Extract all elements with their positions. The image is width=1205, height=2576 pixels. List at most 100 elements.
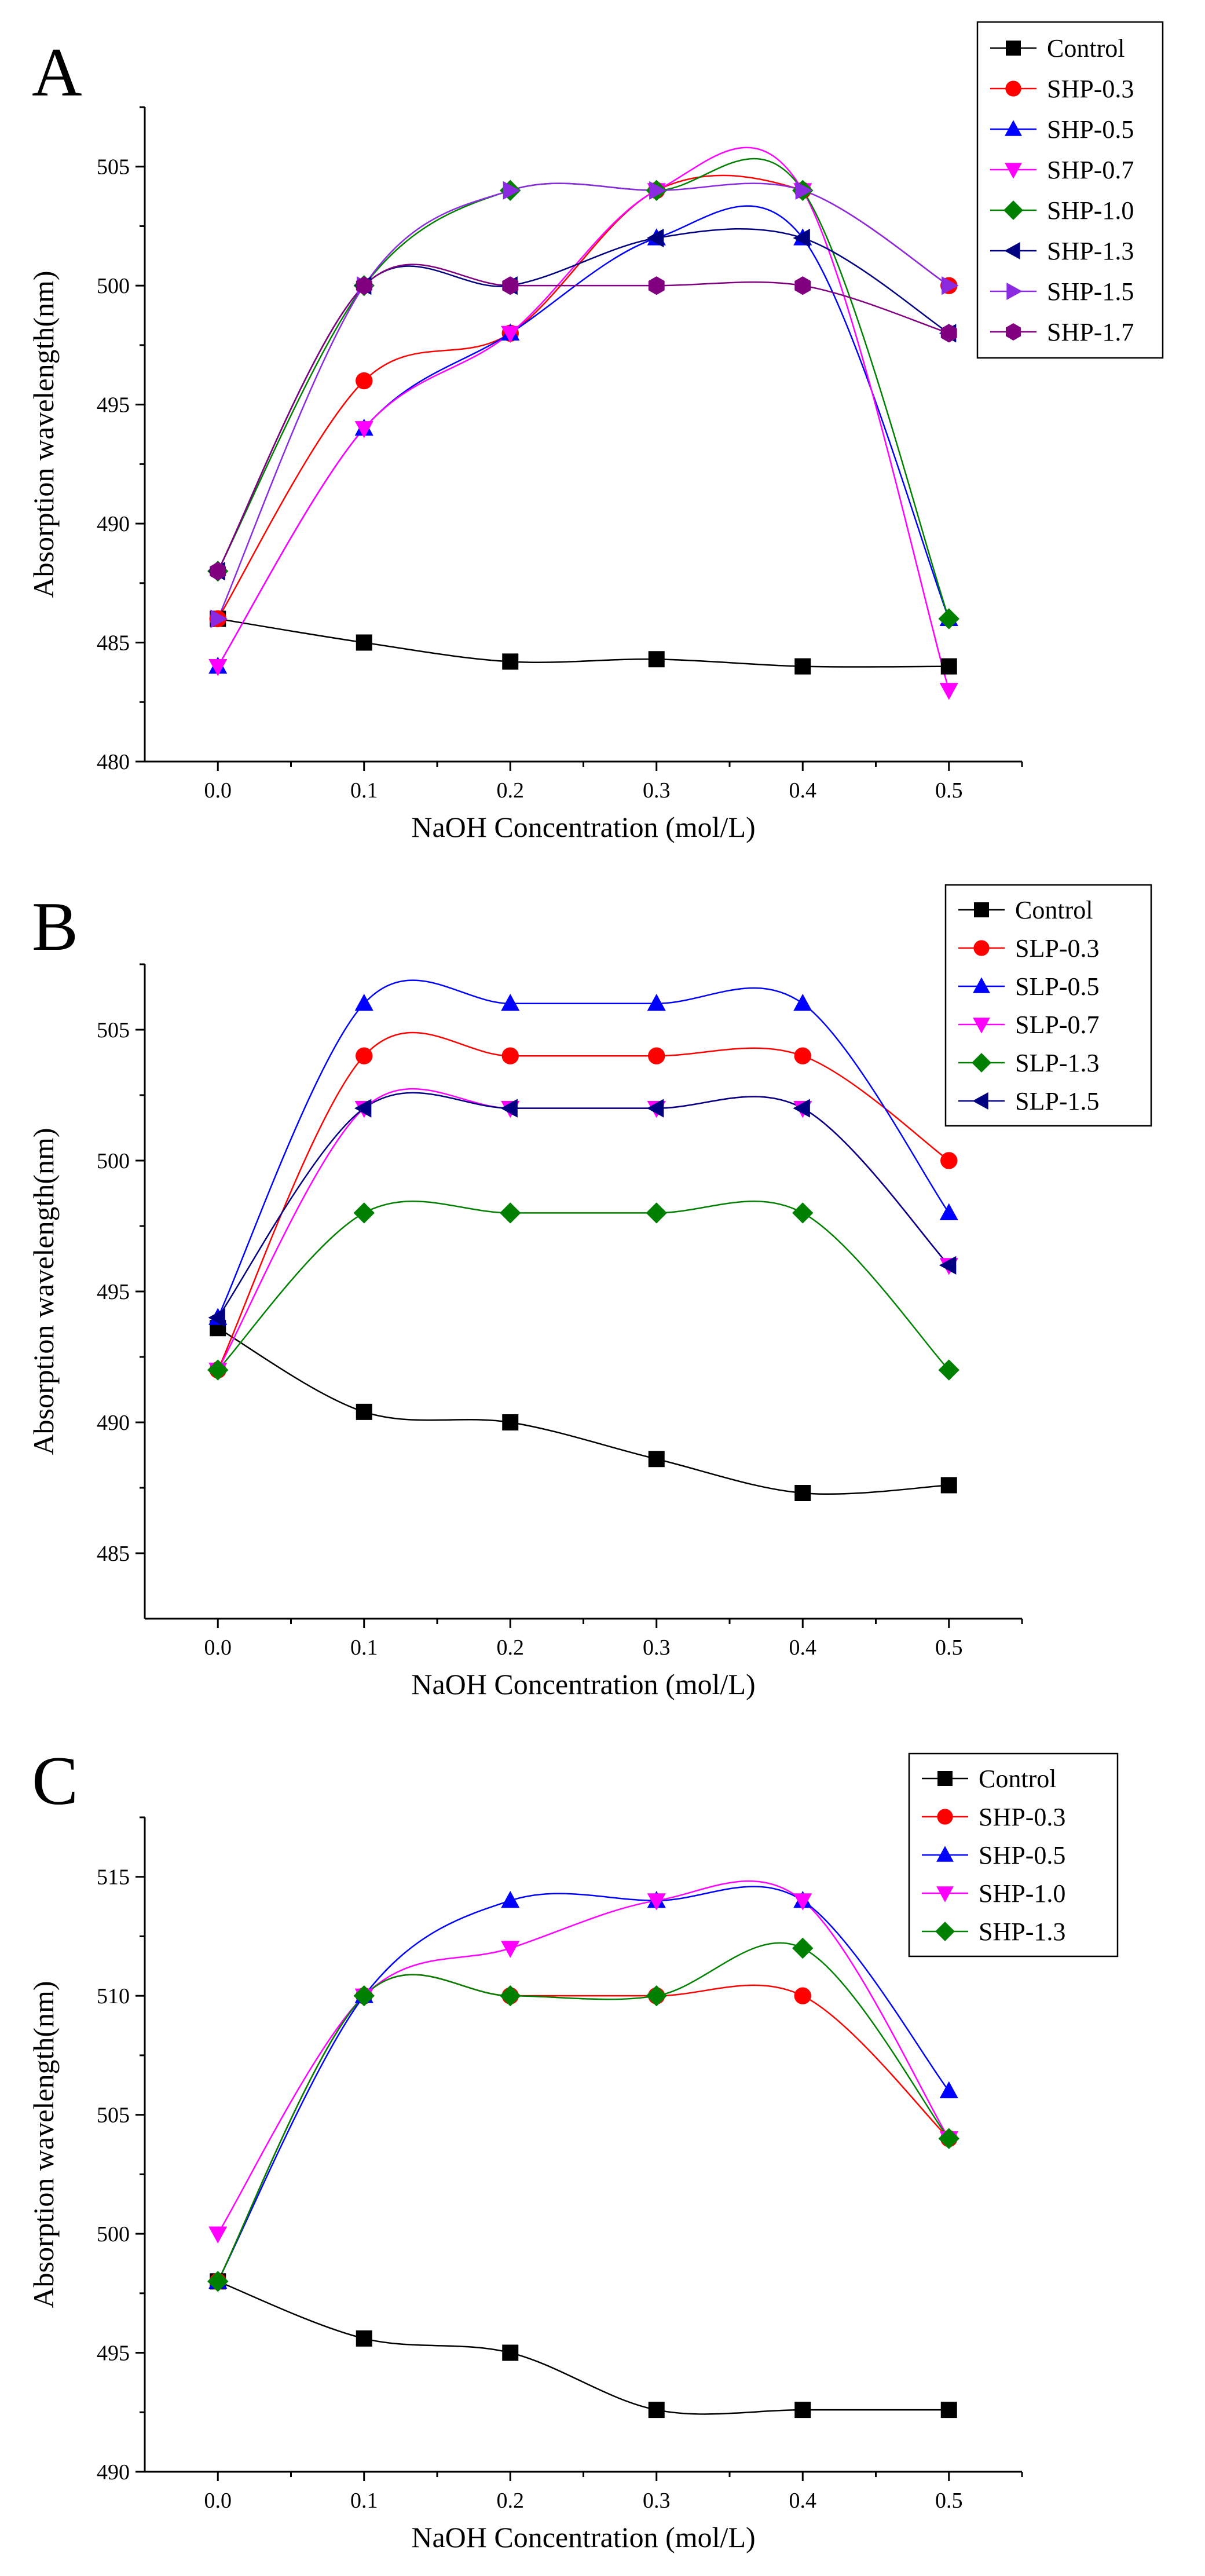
data-point [942,276,959,295]
data-point [648,651,665,668]
data-point [646,1099,664,1118]
legend-entry: SHP-1.5 [1047,277,1134,306]
data-point [648,276,665,295]
data-point [794,2402,811,2418]
data-point [794,1987,811,2004]
legend-marker [1006,323,1021,341]
x-tick-label: 0.1 [350,2489,378,2513]
legend-entry: SHP-1.0 [1047,196,1134,225]
legend-marker [1006,283,1023,300]
y-tick-label: 515 [97,1865,130,1890]
y-tick-label: 495 [97,1280,130,1304]
panel-label: B [32,888,78,965]
data-point [501,994,520,1011]
data-point [356,1047,373,1064]
data-point [502,1414,519,1430]
legend-entry: SLP-0.3 [1015,934,1099,963]
series-line-shp-0-7 [217,147,950,691]
y-tick-label: 495 [97,2341,130,2366]
series-line-shp-0-5 [217,205,950,667]
x-tick-label: 0.0 [204,1635,232,1660]
legend-marker [1006,41,1021,56]
data-point [502,2344,519,2361]
x-tick-label: 0.3 [643,1635,671,1660]
legend-entry: SHP-0.3 [979,1803,1065,1831]
y-axis-title: Absorption wavelength(nm) [27,1128,60,1455]
x-tick-label: 0.1 [350,778,378,803]
legend: Control SLP-0.3 SLP-0.5 SLP-0.7 SLP-1.3 SLP-1… [944,884,1152,1127]
x-tick-label: 0.1 [350,1635,378,1660]
x-tick-label: 0.0 [204,2489,232,2513]
data-point [356,276,372,295]
data-point [502,276,519,295]
legend-marker [974,902,989,917]
data-point [647,994,666,1011]
x-axis-title: NaOH Concentration (mol/L) [411,1668,755,1700]
x-tick-label: 0.2 [497,1635,525,1660]
legend-entry: SHP-0.5 [1047,115,1134,144]
data-point [648,1451,665,1468]
data-point [210,609,228,628]
legend-entry: SHP-0.7 [1047,156,1134,184]
x-axis-title: NaOH Concentration (mol/L) [411,2521,755,2553]
legend: Control SHP-0.3 SHP-0.5 SHP-0.7 SHP-1.0 SHP-1… [976,21,1164,359]
series-line-slp-1-5 [217,1092,950,1318]
data-point [208,2226,228,2244]
legend-marker [1005,120,1022,136]
legend-marker [936,1846,954,1862]
data-point [649,181,666,200]
y-tick-label: 490 [97,1411,130,1435]
series-line-slp-0-7 [217,1088,950,1371]
series-line-slp-0-3 [217,1031,950,1371]
legend-entry: SHP-1.0 [979,1879,1065,1908]
data-point [210,562,226,581]
data-point [939,1256,957,1275]
legend-entry: SHP-0.5 [979,1841,1065,1869]
data-point [940,658,957,675]
data-point [501,1047,519,1064]
series-line-control [218,618,949,668]
y-tick-label: 505 [97,2103,130,2128]
y-axis-title: Absorption wavelength(nm) [27,270,60,598]
data-point [207,2271,229,2292]
series-line-shp-1-3 [217,1942,950,2282]
legend-entry: Control [1047,34,1125,63]
x-tick-label: 0.4 [789,2489,817,2513]
legend-entry: SHP-1.3 [1047,237,1134,265]
data-point [940,1152,958,1169]
data-point [795,181,813,200]
data-point [939,1203,958,1220]
series-line-shp-1-7 [217,264,950,572]
legend-marker [972,1053,991,1073]
series-line-slp-1-3 [217,1201,950,1371]
data-point [794,1485,811,1502]
data-point [354,1099,372,1118]
data-point [794,276,811,295]
series-line-shp-0-5 [217,1886,950,2282]
legend-entry: SHP-0.3 [1047,75,1134,103]
data-point [353,1202,375,1224]
data-point [793,994,812,1011]
legend-marker [973,940,990,956]
data-point [938,1359,959,1381]
legend-marker [1005,80,1021,97]
series-line-control [217,1327,949,1495]
data-point [353,1985,375,2007]
data-point [647,1893,666,1911]
y-tick-label: 490 [97,512,130,536]
data-point [356,634,372,651]
y-tick-label: 505 [97,155,130,180]
data-point [502,653,519,670]
data-point [792,1202,814,1224]
data-point [208,659,228,676]
y-tick-label: 510 [97,1984,130,2008]
legend-marker [937,1809,953,1825]
data-point [939,2081,958,2099]
chart-panel-c: C 0.0 0.1 0.2 0.3 0.4 0.5 490 495 500 505 510 515 NaO… [27,1742,1119,2553]
legend-entry: Control [979,1765,1056,1793]
data-point [501,1941,520,1958]
series-line-shp-0-3 [217,1974,950,2282]
legend-marker [973,1018,990,1034]
legend-entry: Control [1015,896,1093,924]
